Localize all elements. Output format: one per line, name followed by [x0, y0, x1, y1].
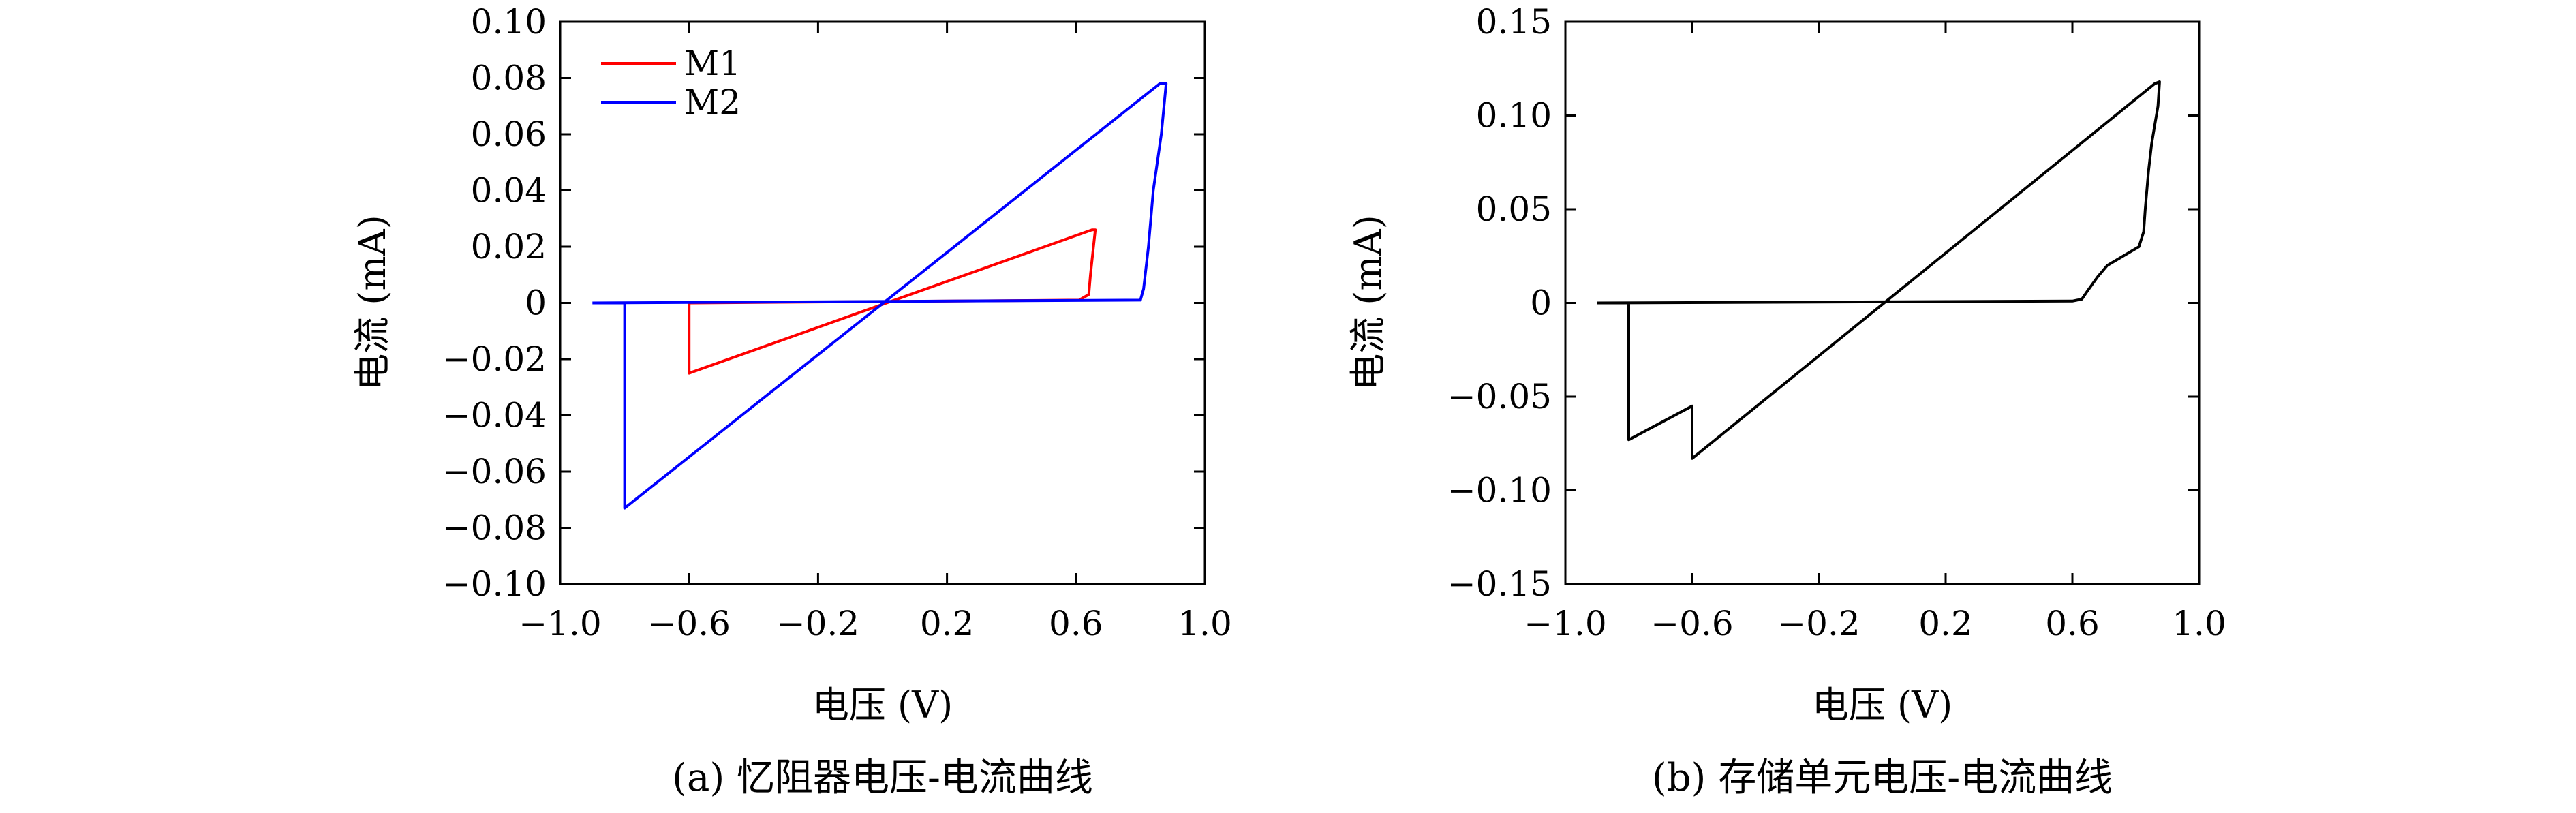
plot-area-a: −1.0 −0.6 −0.2 0.2 0.6 1.0 0.10 0.08 0.06 0.04 0.0…	[442, 2, 1232, 643]
x-tick-label-b: −0.6	[1651, 604, 1733, 643]
y-tick-label-b: −0.15	[1447, 564, 1552, 604]
y-tick-label-a: −0.10	[442, 564, 547, 604]
x-tick-label-a: 1.0	[1178, 604, 1232, 643]
legend-label-m2: M2	[684, 82, 741, 122]
chart-panel-a: −1.0 −0.6 −0.2 0.2 0.6 1.0 0.10 0.08 0.06 0.04 0.0…	[351, 2, 1232, 800]
plot-frame-b	[1564, 20, 2201, 585]
series-line-a-m2	[592, 82, 1168, 510]
y-tick-label-a: −0.04	[442, 396, 547, 435]
y-tick-label-b: −0.10	[1447, 471, 1552, 510]
caption-b: (b) 存储单元电压-电流曲线	[1652, 756, 2113, 800]
legend-label-m1: M1	[684, 44, 741, 83]
x-axis-label-b: 电压 (V)	[1812, 684, 1952, 726]
y-tick-label-a: 0.08	[471, 59, 547, 98]
y-tick-label-b: 0.05	[1476, 189, 1552, 229]
x-tick-label-a: −1.0	[519, 604, 601, 643]
x-tick-label-b: 0.6	[2045, 604, 2100, 643]
x-tick-label-b: 1.0	[2172, 604, 2226, 643]
caption-a: (a) 忆阻器电压-电流曲线	[672, 756, 1093, 800]
y-tick-label-a: 0	[525, 283, 547, 323]
y-tick-label-a: 0.10	[471, 2, 547, 42]
x-tick-label-b: −1.0	[1524, 604, 1606, 643]
x-tick-label-a: 0.6	[1049, 604, 1103, 643]
y-tick-label-b: 0.10	[1476, 96, 1552, 136]
x-tick-label-a: 0.2	[920, 604, 975, 643]
y-tick-label-a: 0.04	[471, 171, 547, 211]
x-tick-label-b: 0.2	[1918, 604, 1973, 643]
y-tick-label-a: −0.02	[442, 339, 547, 379]
plot-frame-a	[559, 20, 1206, 585]
x-tick-label-a: −0.2	[777, 604, 859, 643]
y-tick-label-a: −0.06	[442, 452, 547, 491]
y-tick-label-b: 0	[1530, 283, 1552, 323]
chart-panel-b: −1.0 −0.6 −0.2 0.2 0.6 1.0 0.15 0.10 0.05 0 −0.05 −…	[1347, 2, 2226, 800]
y-tick-label-a: 0.02	[471, 227, 547, 266]
x-axis-label-a: 电压 (V)	[812, 684, 953, 726]
x-tick-label-b: −0.2	[1777, 604, 1860, 643]
plot-area-b: −1.0 −0.6 −0.2 0.2 0.6 1.0 0.15 0.10 0.05 0 −0.05 −…	[1447, 2, 2226, 643]
y-axis-label-a: 电流 (mA)	[351, 215, 394, 390]
y-axis-label-b: 电流 (mA)	[1347, 215, 1390, 390]
legend-a: M1 M2	[601, 44, 741, 122]
y-tick-label-a: −0.08	[442, 508, 547, 548]
series-line-b-0	[1597, 80, 2161, 460]
y-tick-label-b: 0.15	[1476, 2, 1552, 42]
y-tick-label-b: −0.05	[1447, 377, 1552, 416]
x-tick-label-a: −0.6	[647, 604, 730, 643]
y-tick-label-a: 0.06	[471, 114, 547, 154]
